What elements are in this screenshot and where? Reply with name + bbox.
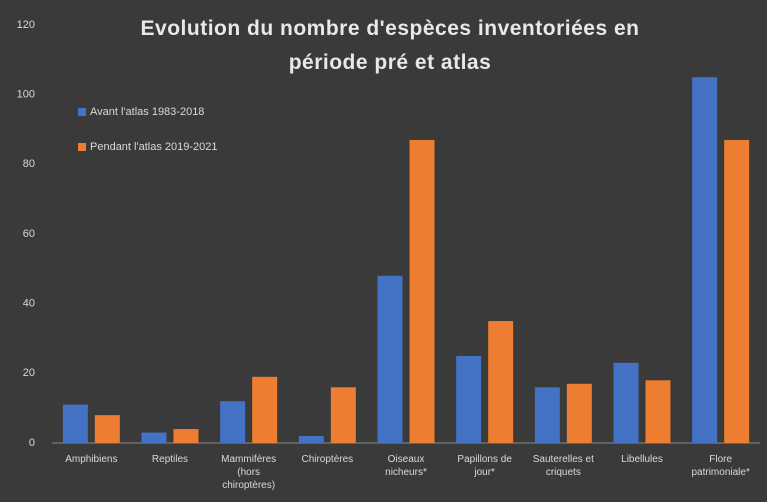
x-tick-label: Reptiles: [151, 454, 189, 465]
x-tick-label: Mammifères (hors chiroptères): [221, 454, 277, 491]
x-tick-label: Amphibiens: [65, 454, 118, 465]
x-tick-label: Sauterelles et criquets: [532, 454, 594, 478]
y-tick-label: 80: [23, 158, 35, 170]
bar: [488, 321, 514, 443]
bar: [613, 362, 639, 443]
y-tick-label: 40: [23, 298, 35, 310]
bar: [456, 355, 482, 443]
x-tick-label: Flore patrimoniale*: [691, 454, 750, 478]
bar: [692, 77, 718, 443]
bar: [220, 401, 246, 443]
bar: [566, 383, 592, 443]
x-tick-label: Oiseaux nicheurs*: [385, 454, 427, 478]
bar: [141, 432, 167, 443]
x-tick-label: Chiroptères: [301, 454, 354, 465]
legend-label: Avant l'atlas 1983-2018: [90, 106, 205, 118]
legend-swatch: [78, 108, 86, 116]
bar: [409, 139, 435, 443]
bar: [94, 415, 120, 443]
legend-swatch: [78, 143, 86, 151]
bar: [62, 404, 88, 443]
y-tick-label: 120: [17, 19, 35, 31]
legend-label: Pendant l'atlas 2019-2021: [90, 141, 218, 153]
y-tick-label: 20: [23, 367, 35, 379]
y-tick-label: 60: [23, 228, 35, 240]
bar: [252, 376, 278, 443]
legend-item: Avant l'atlas 1983-2018: [78, 106, 204, 118]
bar: [173, 429, 199, 443]
y-tick-label: 100: [17, 89, 35, 101]
bar: [534, 387, 560, 443]
bar: [645, 380, 671, 443]
legend-item: Pendant l'atlas 2019-2021: [78, 141, 217, 153]
bar: [377, 275, 403, 443]
x-tick-label: Libellules: [621, 454, 663, 465]
y-tick-label: 0: [29, 437, 35, 449]
bar: [298, 436, 324, 443]
bar: [724, 139, 750, 443]
chart-title: Evolution du nombre d'espèces inventorié…: [140, 17, 640, 74]
x-tick-label: Papillons de jour*: [457, 454, 512, 478]
bar: [330, 387, 356, 443]
